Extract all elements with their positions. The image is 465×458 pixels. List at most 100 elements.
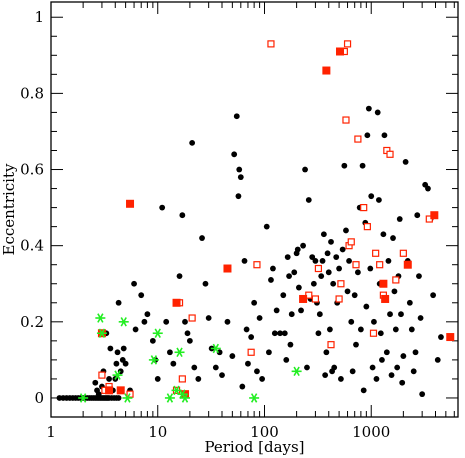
data-point (331, 364, 338, 371)
data-point (324, 250, 331, 257)
data-point (235, 193, 242, 200)
data-point-square-filled (336, 47, 345, 56)
data-point (287, 341, 294, 348)
data-point (406, 299, 413, 306)
data-point (438, 334, 444, 340)
data-point (120, 345, 127, 352)
data-point-square-open (178, 375, 186, 383)
data-point-square-filled (223, 264, 232, 273)
data-point (122, 360, 129, 367)
data-point (149, 337, 156, 344)
star-stroke (173, 385, 180, 396)
data-point (399, 379, 406, 386)
data-point (425, 185, 431, 192)
data-point-square-open (399, 249, 407, 257)
data-point (216, 349, 223, 356)
data-point-square-open (372, 249, 380, 257)
star-stroke (114, 370, 121, 380)
data-point (132, 326, 139, 333)
data-point-square-open (352, 261, 360, 269)
data-point (170, 360, 177, 367)
data-point (360, 387, 367, 394)
data-point (326, 326, 333, 333)
data-point-square-filled (430, 211, 439, 220)
data-point (254, 368, 260, 375)
data-point-star (152, 328, 163, 338)
data-point (281, 330, 288, 337)
data-point (304, 364, 310, 371)
data-point-square-filled (116, 386, 125, 395)
data-point (219, 372, 225, 379)
data-point (369, 364, 376, 371)
data-point (385, 257, 392, 264)
data-point (113, 360, 120, 367)
star-stroke (154, 328, 161, 338)
data-point (186, 337, 193, 344)
data-point-square-open (343, 40, 352, 48)
data-point (284, 254, 291, 260)
data-point-square-filled (403, 260, 412, 269)
data-point (373, 376, 380, 382)
data-point (115, 299, 122, 306)
data-point (434, 356, 441, 363)
data-point-star (174, 347, 185, 358)
data-point (371, 318, 377, 325)
x-tick-label: 1 (46, 423, 56, 441)
data-point (325, 269, 332, 276)
data-point (354, 269, 361, 276)
data-point (312, 257, 319, 264)
data-point (402, 159, 409, 165)
data-point-square-filled (105, 386, 114, 395)
data-point-square-open (314, 264, 323, 273)
star-stroke (293, 366, 300, 377)
data-point (277, 330, 283, 337)
data-point-star (249, 393, 260, 403)
axis-ticks: 1 10 100 1000 0 0.2 0.4 0.6 0.8 1 (20, 2, 458, 441)
data-point (241, 257, 248, 264)
data-point (318, 273, 325, 280)
data-point (394, 364, 401, 371)
data-point (167, 349, 173, 356)
data-point (309, 254, 316, 260)
data-point (416, 273, 422, 280)
y-tick-label: 0.8 (20, 84, 44, 102)
data-point (141, 318, 148, 325)
data-point (344, 288, 351, 295)
data-point (363, 303, 370, 310)
star-stroke (166, 393, 174, 403)
data-point (381, 132, 388, 139)
data-point (330, 280, 337, 287)
data-point-star (96, 328, 107, 338)
data-point (383, 349, 390, 356)
data-point (343, 227, 349, 234)
data-point (410, 368, 417, 375)
data-point (259, 376, 266, 382)
star-stroke (150, 355, 158, 365)
data-point (379, 356, 385, 363)
data-point (339, 246, 346, 253)
data-point-square-filled (172, 298, 181, 307)
data-point-square-open (188, 314, 196, 322)
data-point (333, 254, 340, 260)
data-point-square-open (360, 203, 368, 212)
data-point-star (179, 393, 190, 403)
data-point-star (291, 366, 302, 377)
data-point (95, 391, 102, 398)
data-point (176, 273, 183, 280)
data-point (271, 330, 278, 337)
data-point (392, 326, 399, 333)
data-point (233, 113, 240, 120)
data-point (374, 109, 381, 116)
x-tick-label: 100 (250, 423, 279, 441)
data-point-star (118, 317, 129, 327)
data-point (163, 318, 170, 325)
data-point (182, 318, 188, 325)
data-point (302, 166, 308, 173)
data-point-square-open (369, 329, 378, 337)
data-point-square-open (98, 371, 106, 379)
data-point-star (122, 393, 133, 403)
data-point (353, 341, 359, 348)
x-tick-label: 1000 (352, 423, 390, 441)
data-point-square-open (327, 341, 335, 349)
data-point (295, 284, 302, 291)
